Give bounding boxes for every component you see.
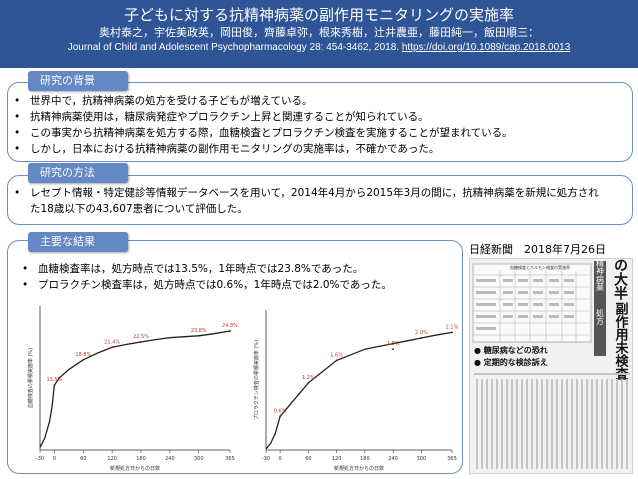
data-label: 18.8% [75,352,91,358]
y-axis-label: プロラクチン検査の累積実施率 (%) [253,340,260,420]
x-tick-label: 365 [447,456,457,462]
data-label: 1.2% [302,375,315,381]
data-label: 22.5% [133,334,149,340]
newspaper-image: 血糖検査とホルモン検査の実施率 抗精神病薬 処方 [472,259,630,469]
results-bullet: プロラクチン検査率は，処方時点では0.6%，1年時点では2.0%であった。 [18,277,462,293]
x-axis-label: 新規処方日からの日数 [110,465,160,472]
methods-bullets: レセプト情報・特定健診等情報データベースを用いて，2014年4月から2015年3… [8,176,608,217]
data-point [197,334,200,337]
x-axis-label: 新規処方日からの日数 [334,465,384,472]
series-line [265,331,453,450]
data-label: 1.8% [387,341,400,347]
results-bullet: 血糖検査率は，処方時点では13.5%，1年時点では23.8%であった。 [18,261,462,277]
newspaper-subheadline: ● 定期的な検診訴え [474,357,548,367]
x-tick-label: 365 [225,456,235,462]
background-section-label: 研究の背景 [28,71,128,91]
newspaper-side-label: 処方 [596,308,605,326]
background-bullet: しかし，日本における抗精神病薬の副作用モニタリングの実施率は，不確かであった。 [10,141,632,157]
data-point [451,331,453,334]
x-tick-label: 240 [165,456,175,462]
y-axis-label: 血糖検査の累積実施率 (%) [27,348,34,408]
x-tick-label: 240 [388,456,398,462]
newspaper-headline: 副作用未検査 [613,302,630,381]
x-tick-label: 180 [360,456,370,462]
data-label: 0.6% [274,408,287,414]
author-list: 奥村泰之，宇佐美政英，岡田俊，齊藤卓弥，根來秀樹，辻井農亜，藤田純一，飯田順三： [99,26,539,39]
methods-bullet: レセプト情報・特定健診等情報データベースを用いて，2014年4月から2015年3… [10,185,608,217]
newspaper-subheadline: ● 糖尿病などの恐れ [474,345,548,355]
data-point [335,359,338,362]
series-line [39,330,231,448]
x-tick-label: 0 [53,456,56,462]
background-bullet: この事実から抗精神病薬を処方する際，血糖検査とプロラクチン検査を実施することが望… [10,125,632,141]
background-section: 世界中で，抗精神病薬の処方を受ける子どもが増えている。 抗精神病薬使用は，糖尿病… [7,82,633,162]
x-tick-label: 300 [417,456,427,462]
x-tick-label: 60 [305,456,311,462]
data-point [140,341,142,343]
x-tick-label: -30 [36,456,44,462]
paper-title: 子どもに対する抗精神病薬の副作用モニタリングの実施率 [123,6,514,24]
results-section: 血糖検査率は，処方時点では13.5%，1年時点では23.8%であった。 プロラク… [7,240,463,474]
data-point [392,348,395,351]
newspaper-source: 日経新聞 2018年7月26日 [469,243,606,256]
data-point [420,337,423,339]
data-label: 23.8% [191,328,207,334]
x-tick-label: 120 [332,456,342,462]
x-tick-label: 180 [136,456,146,462]
data-label: 21.4% [104,339,120,345]
x-tick-label: -30 [262,456,270,462]
results-section-label: 主要な結果 [28,232,128,252]
results-bullets: 血糖検査率は，処方時点では13.5%，1年時点では23.8%であった。 プロラク… [8,241,462,293]
newspaper-side-label: 抗精神病薬 [596,259,605,292]
data-point [307,381,310,384]
data-point [82,358,85,361]
newspaper-table-title: 血糖検査とホルモン検査の実施率 [510,264,570,270]
x-tick-label: 60 [80,456,86,462]
data-label: 2.0% [415,330,428,336]
background-bullet: 抗精神病薬使用は，糖尿病発症やプロラクチン上昇と関連することが知られている。 [10,109,632,125]
data-label: 24.8% [222,323,238,329]
glucose-test-chart: -30 0 60 120 180 240 300 365 新規処方日からの日数 血糖検査の累積実施… [27,306,238,472]
citation: Journal of Child and Adolescent Psychoph… [0,40,638,55]
title-banner: 子どもに対する抗精神病薬の副作用モニタリングの実施率 奥村泰之，宇佐美政英，岡田… [0,0,638,68]
data-label: 1.6% [330,352,343,358]
methods-section-label: 研究の方法 [28,163,128,183]
background-bullet: 世界中で，抗精神病薬の処方を受ける子どもが増えている。 [10,93,632,109]
prolactin-test-chart: -30 0 60 120 180 240 300 365 新規処方日からの日数 プロラクチン検査の… [253,310,459,472]
x-tick-label: 120 [107,456,117,462]
data-label: 13.5% [46,377,62,383]
newspaper-clipping: 血糖検査とホルモン検査の実施率 抗精神病薬 処方 [469,258,633,474]
methods-section: レセプト情報・特定健診等情報データベースを用いて，2014年4月から2015年3… [7,175,633,225]
x-tick-label: 0 [279,456,282,462]
data-point [111,346,114,349]
data-label: 2.1% [446,324,459,330]
newspaper-headline: 子供の大半 [612,259,629,301]
data-point [229,330,231,332]
data-point [279,415,282,418]
doi-link[interactable]: https://doi.org/10.1089/cap.2018.0013 [401,42,571,53]
background-bullets: 世界中で，抗精神病薬の処方を受ける子どもが増えている。 抗精神病薬使用は，糖尿病… [8,83,632,157]
x-tick-label: 300 [194,456,204,462]
data-point [53,384,56,387]
journal-reference: Journal of Child and Adolescent Psychoph… [67,42,400,53]
